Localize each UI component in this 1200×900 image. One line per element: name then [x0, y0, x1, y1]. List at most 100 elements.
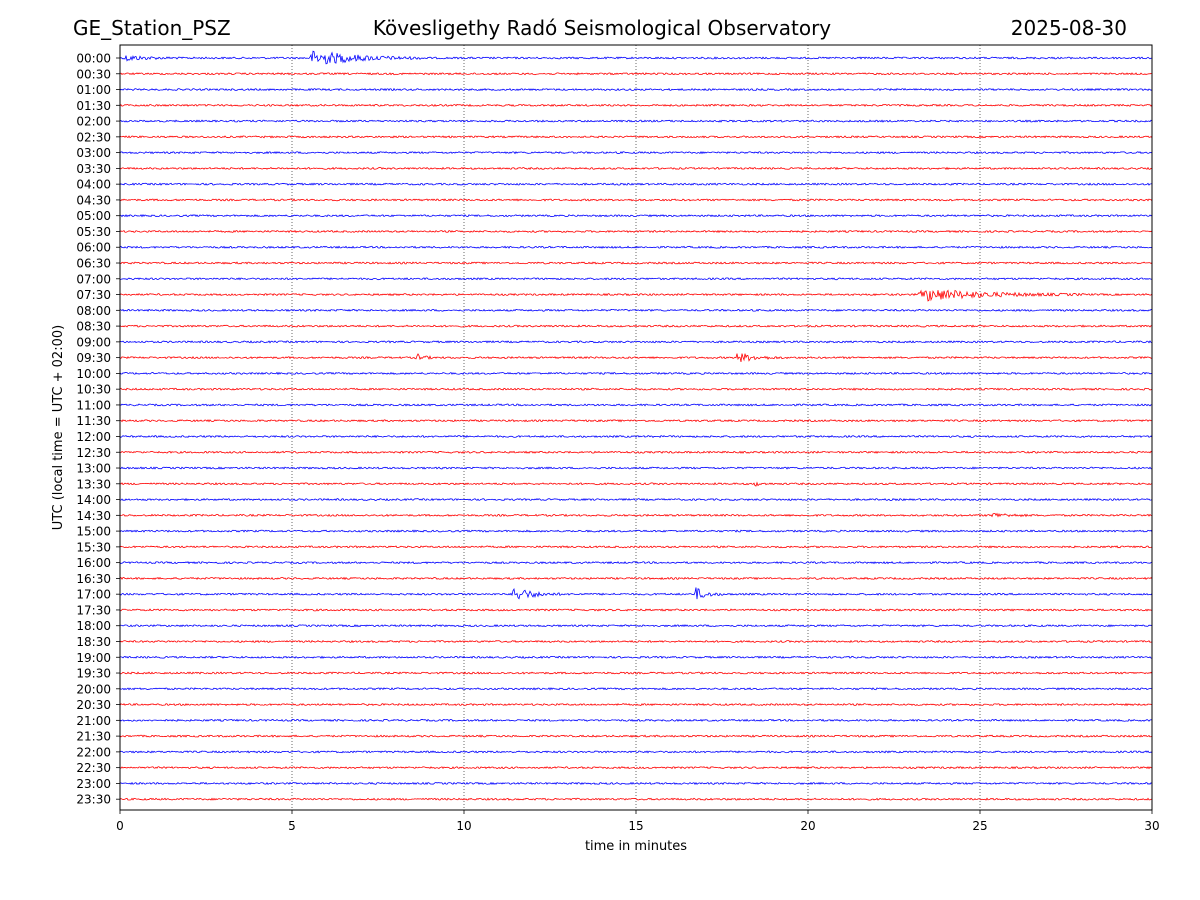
- row-label-1300: 13:00: [76, 462, 111, 476]
- x-tick-label-15: 15: [628, 819, 643, 833]
- trace-1230: [119, 450, 1153, 454]
- trace-0900: [119, 340, 1153, 344]
- trace-0830: [119, 324, 1153, 328]
- row-label-1100: 11:00: [76, 398, 111, 412]
- trace-1800: [119, 624, 1153, 628]
- row-label-1630: 16:30: [76, 572, 111, 586]
- row-label-1400: 14:00: [76, 493, 111, 507]
- row-label-0630: 06:30: [76, 257, 111, 271]
- trace-0430: [119, 198, 1153, 202]
- trace-1330: [119, 481, 1153, 487]
- trace-0500: [119, 214, 1153, 218]
- row-label-0400: 04:00: [76, 178, 111, 192]
- trace-1200: [119, 434, 1153, 439]
- trace-2300: [119, 781, 1153, 786]
- trace-0030: [119, 72, 1153, 76]
- row-label-1830: 18:30: [76, 635, 111, 649]
- trace-1530: [119, 545, 1153, 549]
- row-label-1800: 18:00: [76, 619, 111, 633]
- row-label-0000: 00:00: [76, 52, 111, 66]
- trace-0000: [119, 50, 1153, 65]
- trace-0730: [119, 289, 1153, 302]
- trace-1430: [119, 512, 1153, 518]
- x-tick-label-10: 10: [456, 819, 471, 833]
- trace-1930: [119, 671, 1153, 675]
- row-label-0530: 05:30: [76, 225, 111, 239]
- trace-2200: [119, 750, 1153, 754]
- x-tick-label-30: 30: [1144, 819, 1159, 833]
- row-label-0300: 03:00: [76, 146, 111, 160]
- trace-1500: [119, 529, 1153, 533]
- trace-0130: [119, 103, 1153, 107]
- row-label-0200: 02:00: [76, 115, 111, 129]
- trace-0930: [119, 353, 1153, 362]
- row-label-1230: 12:30: [76, 446, 111, 460]
- row-label-0600: 06:00: [76, 241, 111, 255]
- row-label-0430: 04:30: [76, 193, 111, 207]
- trace-1400: [119, 497, 1153, 502]
- trace-0630: [119, 261, 1153, 265]
- row-label-1200: 12:00: [76, 430, 111, 444]
- row-label-0030: 00:30: [76, 67, 111, 81]
- row-label-1530: 15:30: [76, 540, 111, 554]
- trace-2130: [119, 734, 1153, 738]
- trace-1700: [119, 587, 1153, 600]
- row-label-1730: 17:30: [76, 603, 111, 617]
- row-label-1000: 10:00: [76, 367, 111, 381]
- row-label-0330: 03:30: [76, 162, 111, 176]
- trace-1300: [119, 466, 1153, 470]
- trace-2000: [119, 687, 1153, 691]
- trace-2100: [119, 718, 1153, 722]
- trace-1130: [119, 419, 1153, 423]
- row-label-1900: 19:00: [76, 651, 111, 665]
- row-label-0930: 09:30: [76, 351, 111, 365]
- row-label-0900: 09:00: [76, 335, 111, 349]
- trace-0300: [119, 150, 1153, 155]
- row-label-0730: 07:30: [76, 288, 111, 302]
- trace-0230: [119, 135, 1153, 139]
- row-label-2300: 23:00: [76, 777, 111, 791]
- trace-0800: [119, 308, 1153, 312]
- trace-0530: [119, 229, 1153, 234]
- row-label-0830: 08:30: [76, 320, 111, 334]
- trace-1000: [119, 371, 1153, 376]
- trace-1030: [119, 387, 1153, 391]
- row-label-2330: 23:30: [76, 793, 111, 807]
- row-label-2000: 20:00: [76, 682, 111, 696]
- x-tick-label-5: 5: [288, 819, 296, 833]
- trace-1900: [119, 655, 1153, 659]
- row-label-1600: 16:00: [76, 556, 111, 570]
- trace-0330: [119, 166, 1153, 171]
- trace-0200: [119, 119, 1153, 123]
- x-axis-label: time in minutes: [585, 839, 687, 854]
- trace-1830: [119, 639, 1153, 644]
- trace-0100: [119, 87, 1153, 92]
- row-label-1330: 13:30: [76, 477, 111, 491]
- trace-0600: [119, 245, 1153, 249]
- row-label-1430: 14:30: [76, 509, 111, 523]
- row-label-2030: 20:30: [76, 698, 111, 712]
- row-label-0500: 05:00: [76, 209, 111, 223]
- date-title: 2025-08-30: [1010, 16, 1127, 40]
- trace-2230: [119, 766, 1153, 770]
- trace-0700: [119, 277, 1153, 281]
- row-label-1030: 10:30: [76, 383, 111, 397]
- row-label-1700: 17:00: [76, 588, 111, 602]
- row-label-0130: 01:30: [76, 99, 111, 113]
- x-tick-label-0: 0: [116, 819, 124, 833]
- row-label-0800: 08:00: [76, 304, 111, 318]
- row-label-2100: 21:00: [76, 714, 111, 728]
- row-label-2200: 22:00: [76, 745, 111, 759]
- row-label-0700: 07:00: [76, 272, 111, 286]
- row-label-2130: 21:30: [76, 730, 111, 744]
- row-label-2230: 22:30: [76, 761, 111, 775]
- row-label-0100: 01:00: [76, 83, 111, 97]
- trace-1730: [119, 608, 1153, 612]
- row-label-1500: 15:00: [76, 525, 111, 539]
- row-label-1130: 11:30: [76, 414, 111, 428]
- trace-1630: [119, 576, 1153, 581]
- x-tick-label-20: 20: [800, 819, 815, 833]
- x-tick-label-25: 25: [972, 819, 987, 833]
- trace-1100: [119, 403, 1153, 407]
